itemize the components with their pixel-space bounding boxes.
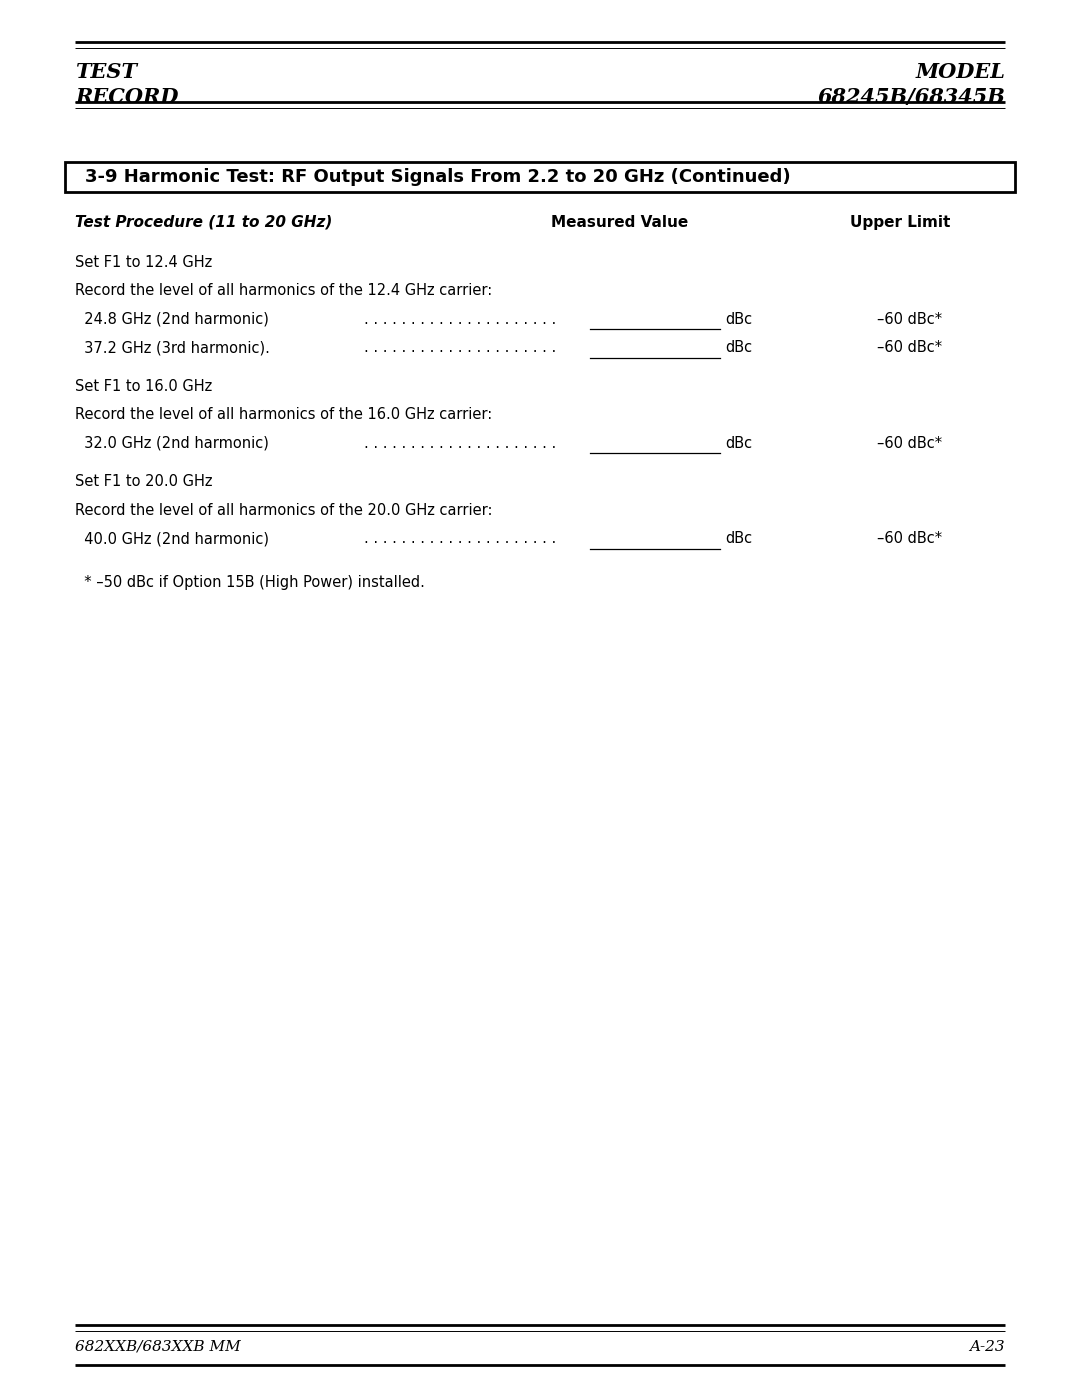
Text: dBc: dBc [725,436,752,450]
Text: 682XXB/683XXB MM: 682XXB/683XXB MM [75,1340,241,1354]
Text: . . . . . . . . . . . . . . . . . . . . .: . . . . . . . . . . . . . . . . . . . . … [364,339,556,355]
Text: RECORD: RECORD [75,87,178,108]
Text: Record the level of all harmonics of the 20.0 GHz carrier:: Record the level of all harmonics of the… [75,503,492,517]
Text: Record the level of all harmonics of the 16.0 GHz carrier:: Record the level of all harmonics of the… [75,407,492,422]
Text: . . . . . . . . . . . . . . . . . . . . .: . . . . . . . . . . . . . . . . . . . . … [364,531,556,546]
Text: dBc: dBc [725,339,752,355]
Text: 3-9 Harmonic Test: RF Output Signals From 2.2 to 20 GHz (Continued): 3-9 Harmonic Test: RF Output Signals Fro… [85,168,791,186]
Text: dBc: dBc [725,312,752,327]
Text: 40.0 GHz (2nd harmonic): 40.0 GHz (2nd harmonic) [75,531,269,546]
Bar [65,162,1015,191]
Text: –60 dBc*: –60 dBc* [877,531,943,546]
Text: A-23: A-23 [970,1340,1005,1354]
Text: 24.8 GHz (2nd harmonic): 24.8 GHz (2nd harmonic) [75,312,269,327]
Text: Measured Value: Measured Value [552,215,689,229]
Text: Upper Limit: Upper Limit [850,215,950,229]
Text: 32.0 GHz (2nd harmonic): 32.0 GHz (2nd harmonic) [75,436,269,450]
Text: Set F1 to 12.4 GHz: Set F1 to 12.4 GHz [75,254,213,270]
Text: . . . . . . . . . . . . . . . . . . . . .: . . . . . . . . . . . . . . . . . . . . … [364,436,556,450]
Text: –60 dBc*: –60 dBc* [877,436,943,450]
Text: . . . . . . . . . . . . . . . . . . . . .: . . . . . . . . . . . . . . . . . . . . … [364,312,556,327]
Text: 37.2 GHz (3rd harmonic).: 37.2 GHz (3rd harmonic). [75,339,270,355]
Text: 68245B/68345B: 68245B/68345B [818,87,1005,108]
Text: –60 dBc*: –60 dBc* [877,312,943,327]
Text: –60 dBc*: –60 dBc* [877,339,943,355]
Text: Set F1 to 20.0 GHz: Set F1 to 20.0 GHz [75,474,213,489]
Text: Record the level of all harmonics of the 12.4 GHz carrier:: Record the level of all harmonics of the… [75,284,492,298]
Text: TEST: TEST [75,61,137,82]
Text: dBc: dBc [725,531,752,546]
Text: * –50 dBc if Option 15B (High Power) installed.: * –50 dBc if Option 15B (High Power) ins… [75,574,424,590]
Text: MODEL: MODEL [915,61,1005,82]
Text: Test Procedure (11 to 20 GHz): Test Procedure (11 to 20 GHz) [75,215,333,229]
Text: Set F1 to 16.0 GHz: Set F1 to 16.0 GHz [75,379,213,394]
